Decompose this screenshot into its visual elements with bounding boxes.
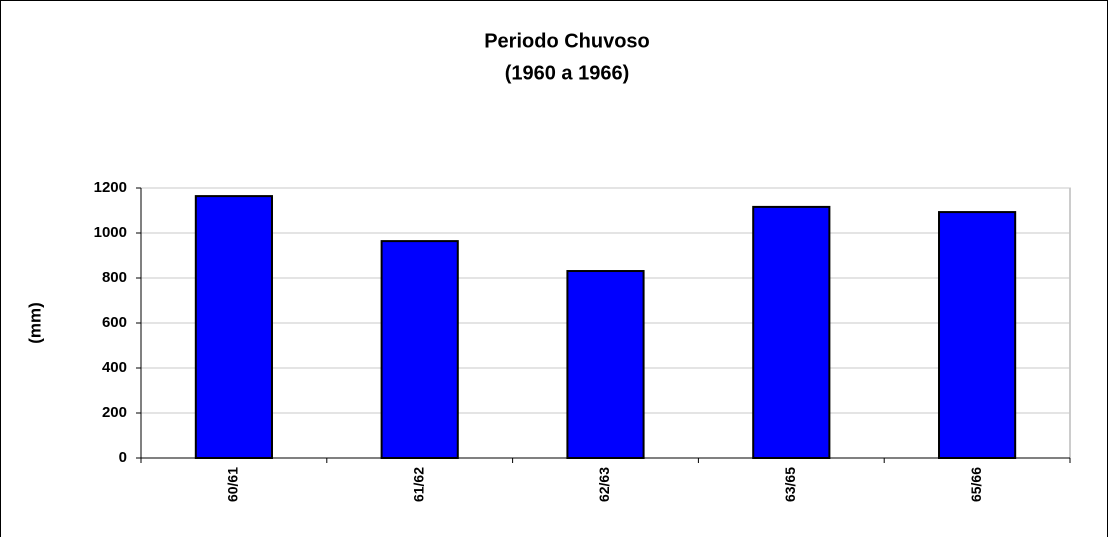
x-tick-label: 65/66 (968, 467, 984, 502)
chart-subtitle: (1960 a 1966) (505, 62, 630, 84)
y-tick-label: 1000 (94, 224, 127, 241)
bar (938, 211, 1017, 459)
y-tick-label: 0 (119, 449, 127, 466)
chart-title: Periodo Chuvoso (484, 30, 650, 52)
y-tick-label: 400 (102, 359, 127, 376)
y-tick-label: 1200 (94, 179, 127, 196)
bar (194, 195, 273, 459)
y-axis-label: (mm) (25, 302, 44, 344)
bar (752, 205, 831, 459)
y-tick-label: 600 (102, 314, 127, 331)
x-tick-label: 63/65 (782, 467, 798, 502)
x-tick-label: 60/61 (225, 467, 241, 502)
x-tick-label: 61/62 (410, 467, 426, 502)
y-tick-label: 800 (102, 269, 127, 286)
bar (566, 270, 645, 459)
bar (380, 240, 459, 459)
x-tick-label: 62/63 (596, 467, 612, 502)
y-tick-label: 200 (102, 404, 127, 421)
